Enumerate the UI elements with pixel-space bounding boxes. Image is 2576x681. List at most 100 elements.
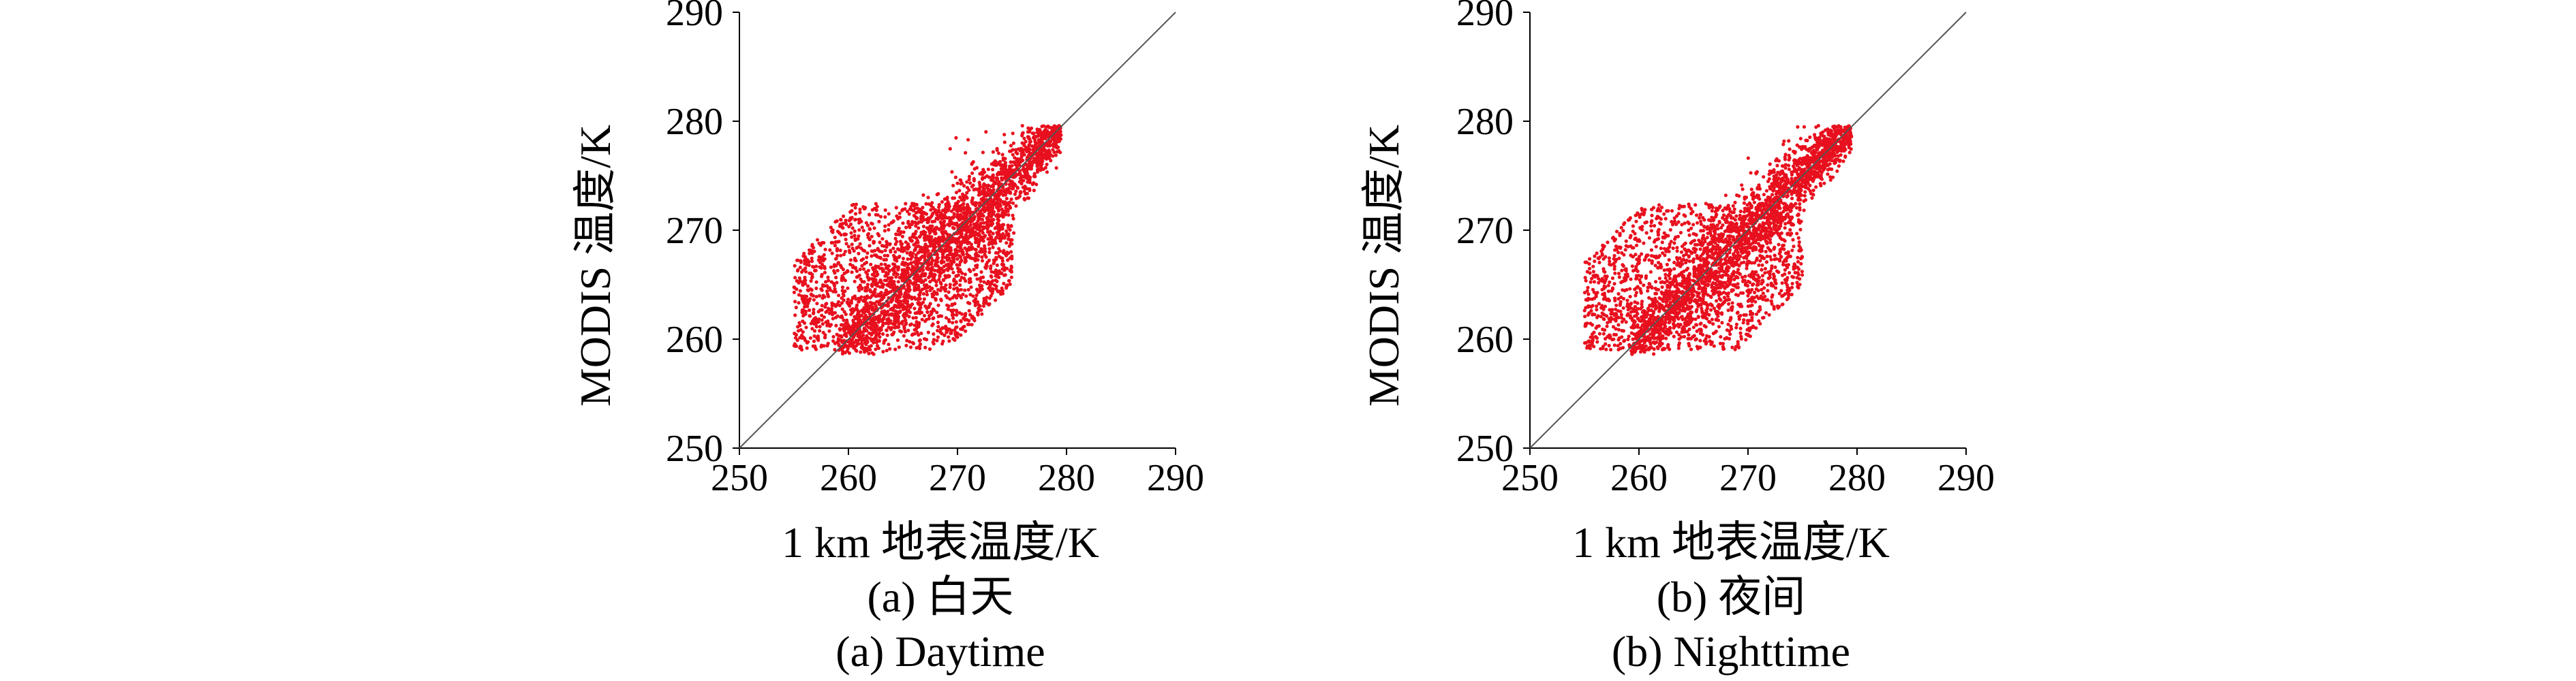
scatter-point: [1614, 303, 1619, 307]
scatter-point: [833, 243, 837, 248]
scatter-point: [1687, 342, 1691, 346]
scatter-point: [870, 306, 874, 311]
scatter-point: [825, 309, 829, 313]
scatter-point: [951, 296, 955, 300]
scatter-point: [1039, 165, 1043, 169]
scatter-point: [1726, 308, 1730, 313]
scatter-point: [833, 287, 837, 291]
scatter-point: [858, 322, 862, 326]
scatter-point: [1005, 241, 1009, 245]
scatter-point: [948, 285, 952, 289]
scatter-point: [825, 344, 829, 348]
scatter-point: [874, 304, 878, 308]
scatter-point: [890, 332, 894, 336]
scatter-point: [1677, 206, 1681, 210]
scatter-point: [925, 310, 930, 314]
scatter-point: [846, 344, 850, 348]
scatter-point: [964, 279, 968, 283]
scatter-point: [986, 237, 990, 241]
scatter-point: [1002, 133, 1007, 137]
scatter-point: [893, 315, 897, 319]
scatter-point: [978, 304, 982, 308]
scatter-point: [964, 212, 969, 217]
scatter-point: [1047, 150, 1052, 154]
scatter-point: [967, 319, 971, 323]
scatter-point: [1027, 165, 1031, 169]
scatter-point: [991, 212, 996, 216]
scatter-point: [883, 208, 887, 212]
scatter-point: [1003, 234, 1007, 238]
scatter-point: [812, 298, 816, 302]
scatter-point: [913, 328, 917, 332]
scatter-point: [939, 282, 943, 286]
scatter-point: [1002, 140, 1007, 144]
scatter-point: [998, 249, 1002, 253]
scatter-point: [940, 224, 944, 228]
scatter-point: [968, 313, 972, 317]
scatter-point: [1760, 255, 1765, 259]
scatter-point: [881, 332, 885, 336]
scatter-point: [795, 338, 799, 343]
scatter-point: [893, 323, 897, 328]
scatter-point: [922, 255, 926, 259]
scatter-point: [1720, 321, 1724, 325]
scatter-point: [958, 283, 962, 287]
scatter-point: [812, 311, 816, 315]
scatter-point: [842, 298, 846, 302]
scatter-point: [889, 326, 893, 330]
scatter-point: [844, 222, 848, 226]
scatter-point: [857, 273, 861, 277]
scatter-point: [963, 313, 967, 317]
scatter-point: [992, 262, 996, 266]
scatter-point: [1022, 189, 1026, 193]
scatter-point: [975, 165, 979, 170]
scatter-point: [910, 302, 915, 306]
scatter-point: [1007, 213, 1011, 217]
scatter-point: [817, 255, 821, 259]
scatter-point: [892, 330, 896, 334]
scatter-point: [822, 253, 826, 257]
scatter-point: [1019, 179, 1024, 183]
scatter-point: [893, 255, 898, 259]
scatter-point: [1020, 153, 1024, 157]
scatter-point: [801, 310, 805, 314]
scatter-point: [840, 351, 845, 355]
scatter-point: [1811, 188, 1815, 193]
scatter-point: [875, 204, 879, 208]
scatter-point: [795, 279, 799, 283]
scatter-point: [917, 235, 922, 239]
scatter-point: [1631, 255, 1636, 259]
scatter-point: [850, 242, 854, 247]
scatter-point: [935, 338, 939, 343]
scatter-point: [853, 206, 857, 210]
scatter-point: [968, 269, 972, 274]
scatter-point: [1826, 168, 1830, 172]
scatter-point: [829, 240, 833, 244]
scatter-point: [874, 347, 878, 351]
scatter-point: [1733, 200, 1737, 204]
scatter-point: [910, 295, 914, 300]
scatter-point: [954, 308, 959, 313]
scatter-point: [908, 345, 913, 349]
scatter-point: [823, 247, 827, 251]
scatter-point: [940, 261, 944, 265]
scatter-point: [883, 224, 887, 228]
scatter-point: [967, 174, 972, 178]
scatter-point: [898, 232, 902, 236]
scatter-point: [962, 324, 966, 329]
scatter-point: [1002, 273, 1007, 277]
scatter-point: [970, 316, 974, 320]
scatter-point: [942, 269, 946, 273]
scatter-point: [891, 247, 895, 251]
scatter-point: [883, 279, 887, 283]
scatter-point: [924, 202, 928, 206]
scatter-point: [1005, 229, 1009, 233]
scatter-point: [967, 322, 971, 326]
scatter-point: [818, 325, 822, 329]
scatter-point: [859, 295, 863, 299]
scatter-point: [932, 245, 936, 249]
scatter-point: [981, 239, 985, 243]
scatter-point: [985, 301, 989, 305]
scatter-point: [926, 264, 930, 268]
scatter-point: [953, 302, 957, 306]
